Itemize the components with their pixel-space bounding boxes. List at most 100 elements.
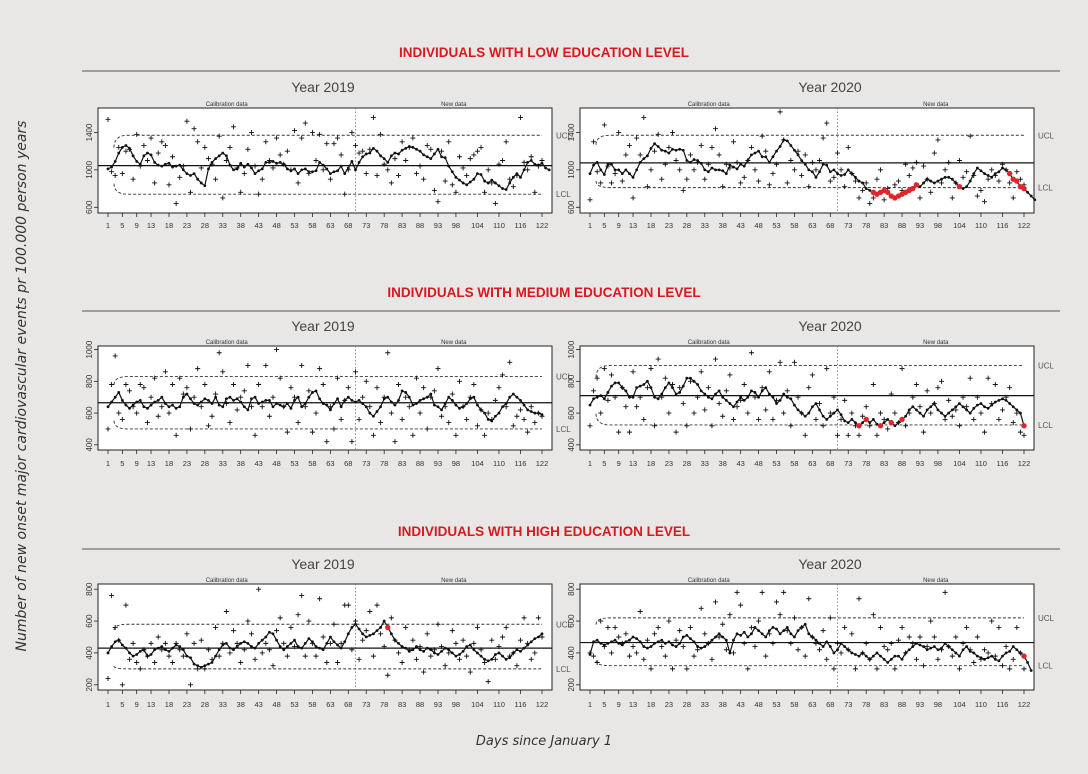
plus-marker: [324, 660, 330, 665]
series-point: [336, 397, 339, 401]
series-point: [253, 172, 257, 175]
x-tick-label: 122: [536, 700, 549, 709]
series-point: [533, 637, 537, 640]
series-point: [436, 653, 440, 656]
x-tick-label: 18: [647, 459, 655, 468]
plus-marker: [370, 432, 376, 438]
plus-marker: [274, 135, 280, 141]
series-point: [778, 632, 782, 636]
series-point: [472, 177, 476, 181]
series-point: [793, 148, 796, 152]
plus-marker: [137, 382, 143, 388]
series-point: [674, 392, 678, 396]
plus-marker: [720, 413, 726, 419]
plus-marker: [514, 663, 520, 669]
plus-marker: [170, 382, 176, 388]
plus-marker: [198, 637, 204, 643]
plus-marker: [403, 394, 409, 400]
plus-marker: [277, 152, 283, 158]
plus-marker: [921, 163, 927, 169]
plus-marker: [299, 135, 305, 141]
plus-marker: [609, 372, 615, 378]
plus-marker: [525, 429, 531, 435]
series-point: [671, 147, 674, 151]
series-point: [843, 419, 847, 423]
plus-marker: [338, 152, 344, 158]
lcl-label: LCL: [556, 425, 571, 434]
series-point: [454, 403, 458, 407]
series-point: [818, 170, 821, 174]
plus-marker: [677, 167, 683, 173]
plus-marker: [446, 420, 452, 426]
series-point: [307, 395, 311, 399]
series-point: [511, 175, 515, 179]
series-point: [242, 165, 246, 169]
series-point: [178, 405, 182, 409]
series-point: [318, 160, 322, 164]
plus-marker: [417, 410, 423, 416]
series-point: [529, 410, 533, 413]
plus-marker: [978, 187, 984, 193]
y-tick-label: 1000: [567, 160, 576, 178]
series-point: [764, 386, 768, 390]
series-point: [350, 160, 354, 163]
x-tick-label: 9: [135, 700, 139, 709]
plus-marker: [626, 143, 632, 149]
series-point: [303, 167, 307, 171]
x-tick-label: 18: [647, 221, 655, 230]
series-point: [285, 167, 289, 171]
plus-marker: [184, 385, 190, 391]
plus-marker: [381, 644, 387, 650]
series-point: [997, 170, 1001, 174]
plus-marker: [417, 163, 423, 169]
lcl-label: LCL: [556, 190, 571, 199]
plus-marker: [860, 187, 866, 193]
plus-marker: [521, 416, 527, 422]
plus-marker: [195, 139, 201, 145]
plus-marker: [159, 139, 165, 145]
plus-marker: [421, 669, 427, 675]
series-point: [142, 154, 146, 158]
series-point: [940, 177, 943, 181]
series-point: [210, 661, 214, 664]
series-point: [303, 641, 307, 645]
plus-marker: [424, 631, 430, 637]
series-point: [918, 643, 922, 647]
plus-marker: [492, 656, 498, 662]
series-point: [289, 406, 293, 410]
plus-marker: [939, 180, 945, 186]
ucl-line: [595, 365, 1024, 378]
series-point: [128, 146, 131, 150]
plus-marker: [784, 180, 790, 186]
plus-marker: [824, 366, 830, 372]
x-tick-label: 28: [683, 459, 691, 468]
plus-marker: [464, 653, 470, 659]
ucl-label: UCL: [556, 131, 573, 140]
plus-marker: [155, 150, 161, 156]
series-point: [645, 379, 649, 383]
series-point: [228, 163, 232, 167]
series-point: [540, 632, 544, 636]
plus-marker: [838, 416, 844, 422]
series-point: [986, 656, 990, 660]
plus-marker: [587, 197, 593, 203]
plus-marker: [594, 375, 600, 381]
ucl-label: UCL: [1038, 131, 1055, 140]
series-point: [189, 397, 192, 401]
series-point: [793, 635, 796, 639]
series-point: [221, 405, 225, 409]
plus-marker: [528, 656, 534, 662]
series-point: [595, 395, 599, 399]
series-point: [461, 181, 465, 185]
series-point: [660, 638, 664, 642]
x-tick-label: 122: [1018, 700, 1031, 709]
series-point: [117, 151, 121, 155]
series-point: [635, 168, 639, 172]
plus-marker: [630, 195, 636, 201]
plus-marker: [662, 653, 668, 659]
series-point: [246, 162, 250, 166]
plus-marker: [474, 148, 480, 154]
plus-marker: [223, 609, 229, 614]
plus-marker: [591, 388, 597, 394]
plot-frame: [579, 107, 1035, 214]
